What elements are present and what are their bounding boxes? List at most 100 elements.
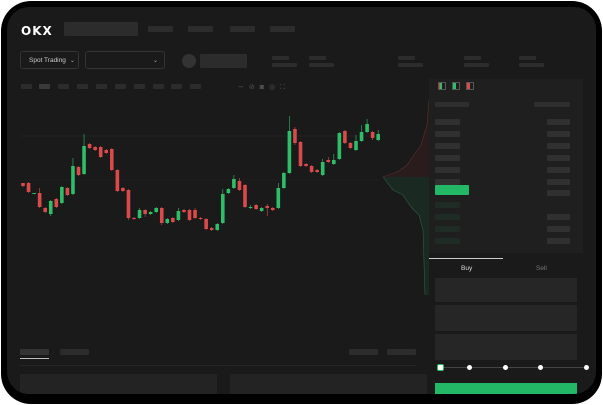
order-book-header bbox=[534, 102, 570, 107]
ask-price bbox=[435, 167, 460, 173]
drawing-tools[interactable]: ∼⊘◙◎⛶ bbox=[238, 83, 290, 92]
pair-dropdown[interactable]: ⌄ bbox=[85, 51, 165, 69]
interval-button[interactable] bbox=[39, 84, 50, 89]
slider-step[interactable] bbox=[503, 365, 508, 370]
candle-body bbox=[276, 188, 281, 208]
ask-amount bbox=[547, 119, 570, 125]
interval-button[interactable] bbox=[171, 84, 182, 89]
candle-body bbox=[93, 147, 97, 150]
candle-body bbox=[326, 160, 331, 162]
candle-body bbox=[259, 208, 264, 211]
interval-button[interactable] bbox=[58, 84, 69, 89]
order-book-buy-icon[interactable] bbox=[452, 82, 460, 90]
candle-body bbox=[237, 181, 242, 190]
candle bbox=[143, 209, 147, 217]
candle-body bbox=[354, 141, 358, 150]
fullscreen-icon[interactable]: ⛶ bbox=[280, 84, 290, 91]
buy-tab[interactable]: Buy bbox=[461, 265, 473, 272]
amount-input[interactable] bbox=[435, 305, 577, 331]
tab-order-history[interactable] bbox=[60, 349, 89, 355]
indicator-icon[interactable]: ∼ bbox=[238, 84, 249, 91]
candlestick-chart[interactable] bbox=[7, 7, 387, 257]
interval-button[interactable] bbox=[21, 84, 32, 89]
order-book-header bbox=[435, 102, 469, 107]
candle-body bbox=[182, 210, 186, 212]
candle bbox=[65, 187, 70, 196]
candle-body bbox=[171, 218, 175, 222]
okx-logo[interactable]: OKX bbox=[21, 24, 53, 38]
filter-button[interactable] bbox=[349, 349, 378, 355]
candle bbox=[182, 209, 186, 213]
candle-body bbox=[304, 164, 308, 166]
candle-body bbox=[287, 131, 292, 173]
interval-button[interactable] bbox=[115, 84, 126, 89]
depth-asks-line bbox=[382, 99, 430, 178]
ruler-icon[interactable]: ⊘ bbox=[248, 84, 260, 91]
market-type-label: Spot Trading bbox=[29, 56, 66, 64]
candle-body bbox=[248, 207, 253, 208]
interval-button[interactable] bbox=[134, 84, 145, 89]
candle-body bbox=[54, 199, 59, 207]
interval-button[interactable] bbox=[96, 84, 107, 89]
candle-body bbox=[232, 179, 236, 188]
depth-chart bbox=[382, 95, 430, 295]
candle-body bbox=[332, 160, 336, 164]
buy-submit-button[interactable] bbox=[435, 383, 577, 394]
candle-body bbox=[65, 188, 70, 195]
candle bbox=[26, 182, 31, 193]
candle-body bbox=[265, 206, 269, 208]
stat-label bbox=[272, 56, 289, 60]
filter-button[interactable] bbox=[387, 349, 416, 355]
nav-item[interactable] bbox=[270, 26, 295, 32]
ask-price bbox=[435, 179, 460, 185]
candle bbox=[221, 189, 225, 224]
candle bbox=[204, 218, 208, 230]
interval-button[interactable] bbox=[153, 84, 164, 89]
order-book-sell-icon[interactable] bbox=[466, 82, 474, 90]
candle bbox=[243, 184, 247, 208]
candle bbox=[48, 200, 53, 216]
candle bbox=[32, 193, 36, 194]
interval-button[interactable] bbox=[190, 84, 201, 89]
buy-tab-indicator bbox=[429, 258, 503, 259]
camera-icon[interactable]: ◙ bbox=[259, 84, 269, 91]
total-input[interactable] bbox=[435, 334, 577, 360]
price-input[interactable] bbox=[435, 278, 577, 302]
ask-amount bbox=[547, 131, 570, 137]
tab-open-orders[interactable] bbox=[20, 349, 49, 355]
nav-item[interactable] bbox=[188, 26, 213, 32]
ask-amount bbox=[547, 155, 570, 161]
market-type-dropdown[interactable]: Spot Trading ⌄ bbox=[20, 51, 79, 69]
candle bbox=[60, 186, 64, 204]
order-book-both-icon[interactable] bbox=[438, 82, 446, 90]
candle-body bbox=[348, 143, 353, 148]
candle-body bbox=[359, 132, 364, 141]
ask-price bbox=[435, 119, 460, 125]
candle bbox=[115, 169, 120, 192]
slider-handle[interactable] bbox=[437, 364, 444, 371]
stat-value bbox=[272, 63, 297, 67]
candle bbox=[93, 146, 97, 151]
amount-slider[interactable] bbox=[437, 364, 589, 371]
order-book bbox=[429, 79, 583, 253]
candle-body bbox=[293, 129, 297, 143]
candle bbox=[337, 132, 342, 160]
candle bbox=[276, 183, 281, 209]
candle bbox=[21, 183, 25, 187]
settings-icon[interactable]: ◎ bbox=[268, 84, 281, 91]
search-bar[interactable] bbox=[64, 22, 138, 36]
candle bbox=[176, 208, 181, 221]
candle bbox=[54, 198, 59, 208]
nav-item[interactable] bbox=[148, 26, 173, 32]
stat-value bbox=[519, 63, 544, 67]
slider-step[interactable] bbox=[467, 365, 472, 370]
app-screen: OKX Spot Trading ⌄ ⌄ ∼⊘◙◎⛶ bbox=[7, 7, 596, 394]
interval-button[interactable] bbox=[77, 84, 88, 89]
slider-step[interactable] bbox=[538, 365, 543, 370]
nav-item[interactable] bbox=[230, 26, 255, 32]
slider-step[interactable] bbox=[584, 365, 589, 370]
candle-body bbox=[254, 205, 258, 209]
candle-body bbox=[365, 124, 369, 132]
candle bbox=[132, 217, 136, 220]
sell-tab[interactable]: Sell bbox=[536, 265, 547, 272]
